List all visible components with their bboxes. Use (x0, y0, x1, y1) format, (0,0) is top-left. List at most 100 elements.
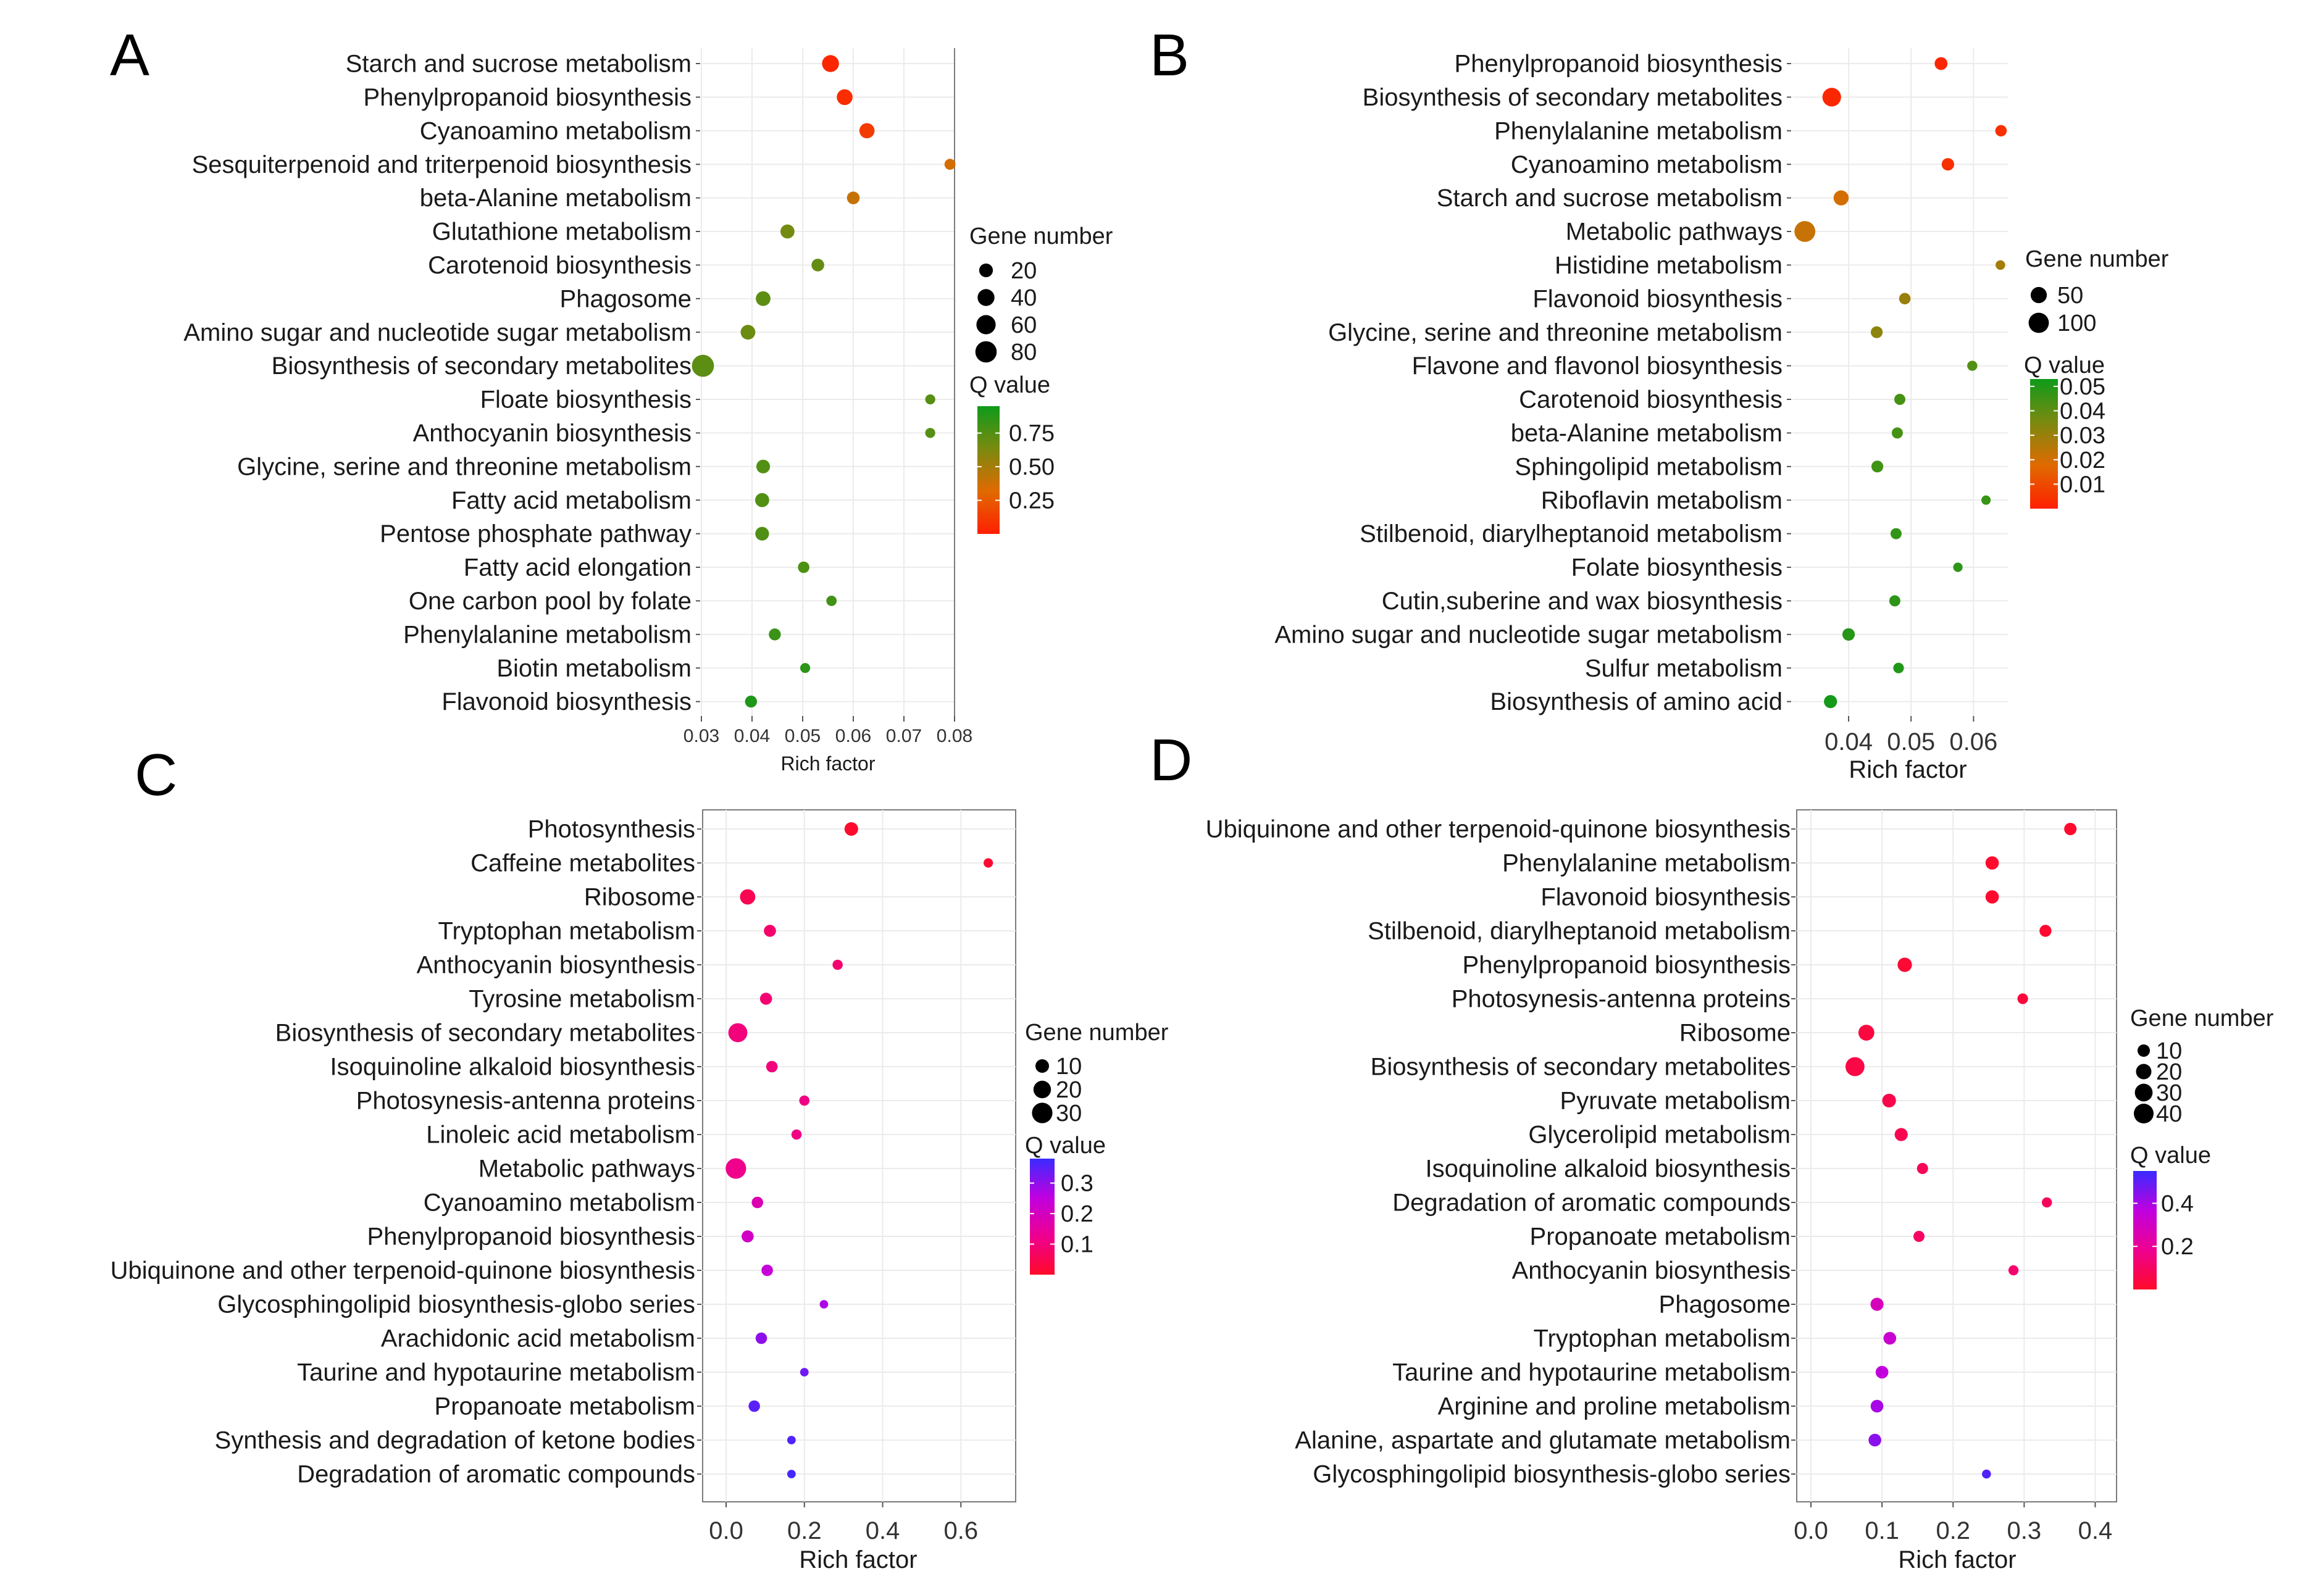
size-legend-dot-a-0 (979, 263, 993, 278)
x-tick-label-b-2: 0.06 (1949, 728, 1997, 756)
term-label-d-9: Glycerolipid metabolism (1528, 1122, 1791, 1149)
size-legend-label-d-2: 30 (2156, 1080, 2182, 1106)
point-c-3 (764, 925, 776, 937)
color-legend-label-c-0: 0.1 (1061, 1232, 1093, 1258)
point-b-17 (1842, 628, 1855, 641)
term-label-c-15: Arachidonic acid metabolism (381, 1325, 695, 1352)
term-label-a-17: Phenylalanine metabolism (403, 621, 692, 648)
term-label-c-9: Linoleic acid metabolism (426, 1122, 695, 1149)
point-a-11 (925, 428, 935, 438)
size-legend-label-b-1: 100 (2057, 310, 2096, 336)
panel-letter-b: B (1150, 22, 1189, 88)
color-legend-label-b-0: 0.01 (2060, 472, 2105, 498)
term-label-b-9: Flavone and flavonol biosynthesis (1412, 352, 1783, 380)
point-b-12 (1871, 460, 1884, 473)
point-b-15 (1953, 562, 1963, 572)
term-label-b-15: Folate biosynthesis (1571, 554, 1783, 581)
size-legend-dot-a-1 (977, 289, 995, 306)
point-c-13 (761, 1264, 773, 1277)
term-label-c-11: Cyanoamino metabolism (424, 1189, 695, 1217)
color-legend-label-a-1: 0.50 (1009, 454, 1055, 480)
x-axis-title-a: Rich factor (781, 752, 876, 775)
term-label-a-2: Cyanoamino metabolism (420, 117, 692, 144)
point-d-8 (1882, 1093, 1896, 1108)
point-a-17 (769, 628, 781, 641)
size-legend-label-c-1: 20 (1056, 1077, 1082, 1103)
size-legend-dot-b-0 (2030, 286, 2047, 304)
size-legend-label-d-0: 10 (2156, 1038, 2182, 1064)
point-b-5 (1794, 221, 1816, 242)
x-tick-label-d-0: 0.0 (1794, 1517, 1828, 1544)
point-d-16 (1875, 1365, 1889, 1379)
term-label-c-5: Tyrosine metabolism (469, 986, 695, 1013)
point-d-4 (1897, 957, 1912, 972)
point-a-19 (745, 695, 758, 708)
point-c-10 (725, 1158, 746, 1179)
x-tick-label-d-2: 0.2 (1936, 1517, 1970, 1544)
size-legend-title-d: Gene number (2130, 1006, 2274, 1031)
size-legend-dot-c-0 (1035, 1059, 1049, 1073)
color-legend-title-d: Q value (2130, 1143, 2211, 1168)
point-d-18 (1868, 1433, 1881, 1447)
size-legend-label-c-0: 10 (1056, 1054, 1082, 1080)
x-tick-label-c-1: 0.2 (787, 1517, 822, 1544)
point-c-9 (791, 1129, 802, 1140)
color-legend-label-c-2: 0.3 (1061, 1171, 1093, 1197)
term-label-a-8: Amino sugar and nucleotide sugar metabol… (183, 319, 692, 346)
color-legend-label-a-2: 0.75 (1009, 421, 1055, 447)
point-b-11 (1891, 427, 1903, 439)
term-label-c-18: Synthesis and degradation of ketone bodi… (215, 1427, 695, 1454)
size-legend-label-c-2: 30 (1056, 1101, 1082, 1127)
point-d-14 (1870, 1298, 1884, 1311)
point-d-15 (1883, 1331, 1897, 1345)
term-label-a-13: Fatty acid metabolism (451, 487, 692, 514)
point-b-6 (1996, 260, 2005, 270)
term-label-d-8: Pyruvate metabolism (1560, 1088, 1791, 1115)
term-label-c-10: Metabolic pathways (479, 1156, 695, 1183)
point-c-18 (787, 1436, 796, 1444)
point-d-2 (1985, 890, 1999, 904)
color-legend-label-c-1: 0.2 (1061, 1201, 1093, 1227)
point-b-19 (1824, 695, 1837, 709)
term-label-d-2: Flavonoid biosynthesis (1540, 884, 1791, 911)
term-label-d-5: Photosynesis-antenna proteins (1452, 986, 1791, 1013)
term-label-b-5: Metabolic pathways (1566, 219, 1783, 246)
panel-letter-a: A (110, 22, 149, 88)
term-label-b-3: Cyanoamino metabolism (1511, 151, 1783, 178)
term-label-d-10: Isoquinoline alkaloid biosynthesis (1426, 1156, 1791, 1183)
point-b-2 (1995, 125, 2007, 137)
size-legend-dot-c-1 (1033, 1080, 1051, 1099)
color-legend-bar-c (1030, 1159, 1055, 1275)
point-d-9 (1894, 1128, 1908, 1141)
point-b-7 (1899, 293, 1911, 305)
term-label-a-0: Starch and sucrose metabolism (346, 51, 692, 78)
point-a-3 (944, 159, 956, 170)
color-legend-label-a-0: 0.25 (1009, 488, 1055, 514)
term-label-d-17: Arginine and proline metabolism (1438, 1393, 1791, 1420)
point-c-2 (740, 889, 756, 905)
size-legend-label-d-1: 20 (2156, 1059, 2182, 1085)
term-label-b-10: Carotenoid biosynthesis (1519, 386, 1783, 414)
term-label-a-19: Flavonoid biosynthesis (441, 688, 692, 715)
point-a-7 (756, 291, 771, 306)
x-tick-label-c-3: 0.6 (943, 1517, 978, 1544)
point-d-12 (1913, 1231, 1925, 1242)
term-label-b-4: Starch and sucrose metabolism (1437, 185, 1783, 212)
point-b-3 (1941, 158, 1954, 171)
point-c-7 (766, 1060, 778, 1073)
point-d-7 (1845, 1057, 1865, 1077)
point-b-9 (1967, 360, 1978, 371)
point-b-10 (1894, 394, 1905, 405)
point-b-13 (1981, 495, 1991, 505)
term-label-b-17: Amino sugar and nucleotide sugar metabol… (1274, 621, 1783, 648)
point-d-13 (2008, 1265, 2019, 1276)
term-label-d-14: Phagosome (1659, 1291, 1791, 1318)
color-legend-label-d-1: 0.4 (2161, 1191, 2194, 1217)
point-a-16 (826, 596, 837, 606)
color-legend-title-a: Q value (969, 372, 1050, 398)
term-label-d-16: Taurine and hypotaurine metabolism (1392, 1359, 1791, 1386)
point-d-11 (2041, 1197, 2052, 1208)
term-label-b-18: Sulfur metabolism (1585, 655, 1783, 682)
size-legend-dot-b-1 (2028, 312, 2049, 333)
